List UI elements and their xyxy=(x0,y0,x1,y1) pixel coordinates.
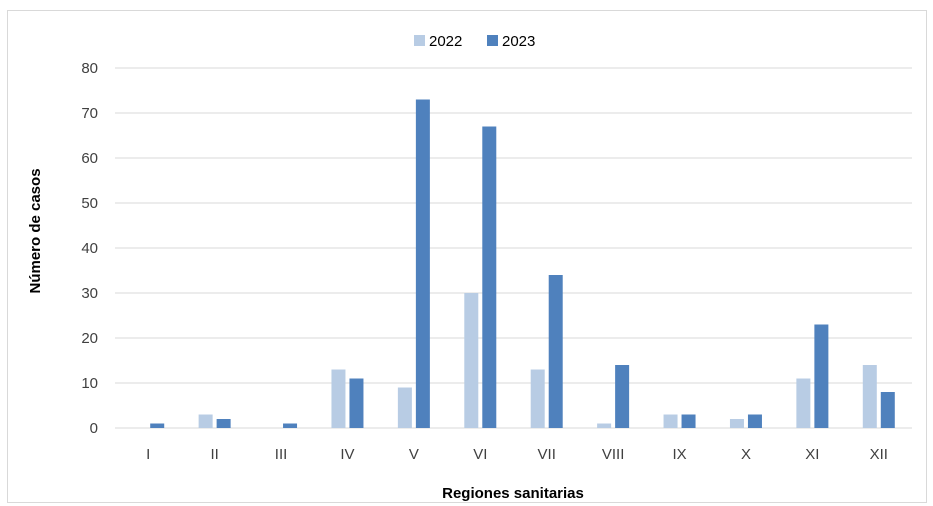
bar-2022-VI xyxy=(464,293,479,428)
x-axis-title: Regiones sanitarias xyxy=(442,485,584,502)
y-tick-label: 80 xyxy=(81,60,98,77)
y-tick-label: 60 xyxy=(81,150,98,167)
y-tick-label: 40 xyxy=(81,240,98,257)
legend-label-2023: 2023 xyxy=(502,33,535,50)
bar-2023-X xyxy=(747,414,762,428)
bar-2023-II xyxy=(216,419,231,428)
x-tick-label: X xyxy=(741,446,751,463)
x-tick-label: XII xyxy=(870,446,888,463)
legend-label-2022: 2022 xyxy=(429,33,462,50)
bar-2023-VI xyxy=(482,126,497,428)
bar-2023-VII xyxy=(548,275,563,428)
bar-2022-VIII xyxy=(597,423,612,428)
x-tick-label: VI xyxy=(473,446,487,463)
bars xyxy=(150,99,895,428)
x-tick-label: I xyxy=(146,446,150,463)
bar-2023-IX xyxy=(681,414,696,428)
x-tick-label: II xyxy=(210,446,218,463)
bar-2023-XI xyxy=(814,324,829,428)
bar-2023-III xyxy=(283,423,298,428)
bar-2023-VIII xyxy=(615,365,630,428)
bar-2022-IV xyxy=(331,369,346,428)
x-tick-label: VIII xyxy=(602,446,625,463)
y-tick-label: 0 xyxy=(90,420,98,437)
bar-2023-IV xyxy=(349,378,364,428)
y-axis-title: Número de casos xyxy=(27,168,44,293)
gridlines xyxy=(115,67,912,429)
x-tick-label: VII xyxy=(538,446,556,463)
x-tick-label: IX xyxy=(672,446,686,463)
y-tick-label: 50 xyxy=(81,195,98,212)
bar-2022-V xyxy=(397,387,412,428)
legend-swatch-2022 xyxy=(414,35,425,46)
bar-2022-IX xyxy=(663,414,678,428)
y-axis-ticks: 0 10 20 30 40 50 60 70 80 xyxy=(81,60,98,437)
y-tick-label: 70 xyxy=(81,105,98,122)
x-tick-label: IV xyxy=(340,446,354,463)
y-tick-label: 30 xyxy=(81,285,98,302)
legend-swatch-2023 xyxy=(487,35,498,46)
bar-2023-XII xyxy=(880,392,895,428)
bar-2022-XI xyxy=(796,378,811,428)
x-tick-label: III xyxy=(275,446,288,463)
legend: 2022 2023 xyxy=(414,33,535,50)
x-tick-label: XI xyxy=(805,446,819,463)
bar-2022-XII xyxy=(862,365,877,428)
bar-2023-V xyxy=(415,99,430,428)
bar-2022-II xyxy=(198,414,213,428)
y-tick-label: 20 xyxy=(81,330,98,347)
bar-2023-I xyxy=(150,423,165,428)
bar-2022-X xyxy=(729,419,744,428)
y-tick-label: 10 xyxy=(81,375,98,392)
x-axis-ticks: I II III IV V VI VII VIII IX X XI XII xyxy=(146,446,888,463)
x-tick-label: V xyxy=(409,446,419,463)
bar-2022-VII xyxy=(530,369,545,428)
